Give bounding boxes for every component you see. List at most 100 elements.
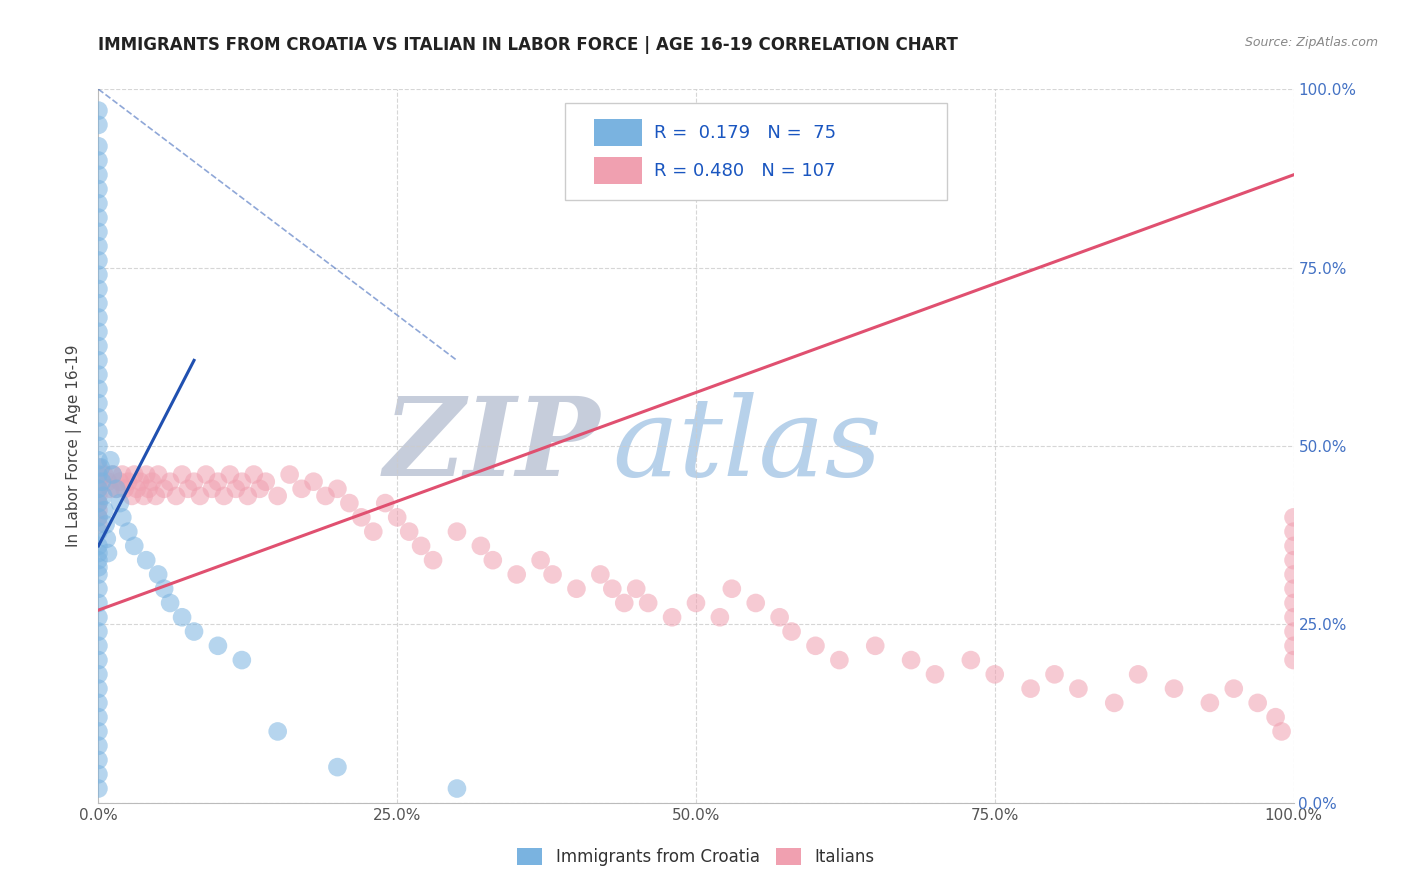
- Point: [602, 582, 624, 596]
- Point: [148, 467, 170, 482]
- Point: [1282, 510, 1305, 524]
- Point: [87, 282, 110, 296]
- Point: [254, 475, 277, 489]
- Point: [411, 539, 433, 553]
- Point: [780, 624, 803, 639]
- Point: [87, 439, 110, 453]
- Point: [96, 532, 118, 546]
- Point: [87, 196, 110, 211]
- Point: [87, 453, 110, 467]
- Point: [1282, 624, 1305, 639]
- Legend: Immigrants from Croatia, Italians: Immigrants from Croatia, Italians: [510, 841, 882, 873]
- Point: [87, 653, 110, 667]
- Text: IMMIGRANTS FROM CROATIA VS ITALIAN IN LABOR FORCE | AGE 16-19 CORRELATION CHART: IMMIGRANTS FROM CROATIA VS ITALIAN IN LA…: [98, 36, 959, 54]
- Point: [87, 639, 110, 653]
- Point: [94, 517, 117, 532]
- Point: [153, 482, 176, 496]
- Point: [984, 667, 1007, 681]
- Point: [93, 503, 115, 517]
- Point: [1019, 681, 1042, 696]
- Point: [398, 524, 420, 539]
- Point: [1163, 681, 1185, 696]
- Point: [91, 475, 114, 489]
- Point: [267, 489, 290, 503]
- Point: [207, 475, 229, 489]
- Point: [87, 510, 110, 524]
- Point: [105, 482, 128, 496]
- Point: [87, 582, 110, 596]
- Point: [225, 482, 247, 496]
- Point: [87, 739, 110, 753]
- Point: [87, 296, 110, 310]
- Point: [1198, 696, 1220, 710]
- Point: [117, 524, 139, 539]
- Point: [637, 596, 659, 610]
- Point: [87, 139, 110, 153]
- Point: [219, 467, 242, 482]
- Point: [1282, 553, 1305, 567]
- Point: [959, 653, 981, 667]
- Point: [114, 482, 136, 496]
- Point: [87, 489, 110, 503]
- Point: [87, 103, 110, 118]
- Point: [446, 781, 468, 796]
- Point: [236, 489, 259, 503]
- Point: [374, 496, 396, 510]
- Bar: [595, 120, 643, 146]
- Point: [470, 539, 492, 553]
- Point: [745, 596, 768, 610]
- Point: [924, 667, 946, 681]
- Point: [87, 118, 110, 132]
- Point: [541, 567, 564, 582]
- Point: [207, 639, 229, 653]
- Point: [1282, 539, 1305, 553]
- Point: [98, 482, 122, 496]
- Point: [900, 653, 922, 667]
- Point: [1043, 667, 1066, 681]
- Point: [1282, 524, 1305, 539]
- Point: [87, 425, 110, 439]
- Point: [446, 524, 468, 539]
- Point: [1264, 710, 1286, 724]
- Point: [385, 510, 409, 524]
- Point: [422, 553, 444, 567]
- Point: [87, 396, 110, 410]
- Point: [101, 467, 124, 482]
- Point: [129, 475, 152, 489]
- Point: [87, 567, 110, 582]
- Point: [87, 753, 110, 767]
- Point: [481, 553, 505, 567]
- Point: [661, 610, 683, 624]
- Point: [145, 489, 167, 503]
- Point: [1222, 681, 1246, 696]
- Point: [87, 353, 110, 368]
- Point: [326, 760, 349, 774]
- Point: [212, 489, 235, 503]
- Text: R = 0.480   N = 107: R = 0.480 N = 107: [654, 161, 835, 179]
- Point: [249, 482, 271, 496]
- Point: [165, 489, 187, 503]
- Point: [87, 724, 110, 739]
- Point: [804, 639, 827, 653]
- Point: [768, 610, 790, 624]
- Point: [529, 553, 551, 567]
- Point: [87, 624, 110, 639]
- Point: [87, 467, 110, 482]
- Point: [1282, 567, 1305, 582]
- Point: [243, 467, 266, 482]
- Point: [108, 475, 131, 489]
- Point: [1067, 681, 1090, 696]
- Point: [87, 368, 110, 382]
- Point: [87, 482, 110, 496]
- Point: [87, 781, 110, 796]
- Point: [350, 510, 373, 524]
- Point: [326, 482, 349, 496]
- Point: [87, 482, 110, 496]
- Point: [97, 546, 120, 560]
- Point: [87, 710, 110, 724]
- Point: [339, 496, 360, 510]
- Point: [1282, 639, 1305, 653]
- Point: [183, 475, 205, 489]
- Point: [87, 560, 110, 574]
- Point: [87, 546, 110, 560]
